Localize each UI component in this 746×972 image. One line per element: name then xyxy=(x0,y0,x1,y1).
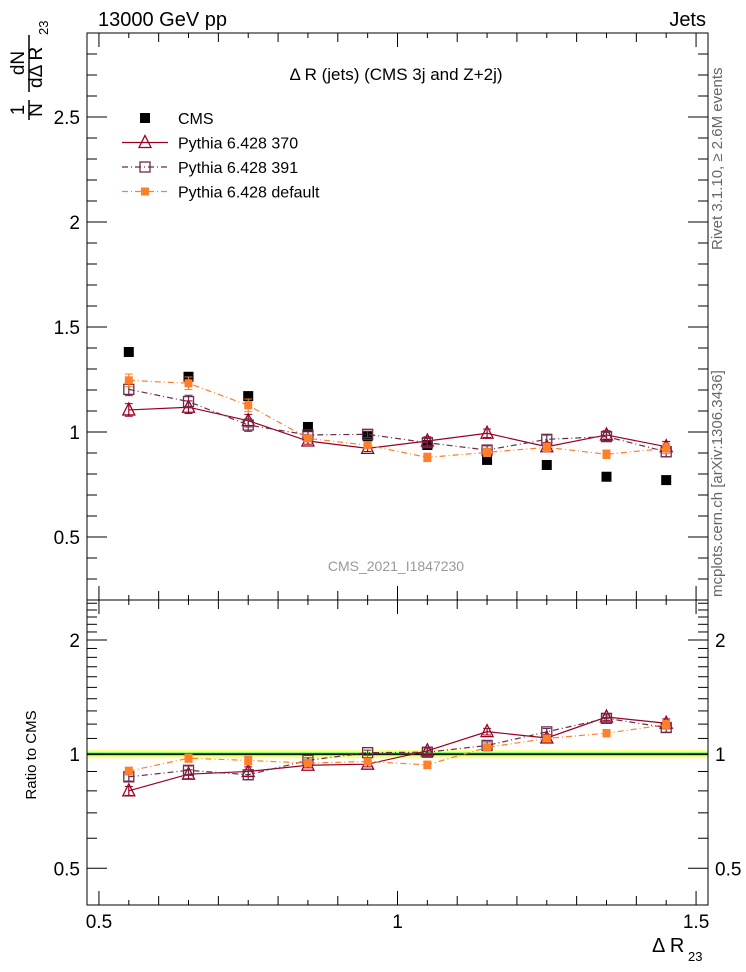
ratio-point-pythia-6-428-default xyxy=(423,760,432,769)
main-point-pythia-6-428-default xyxy=(662,444,671,453)
legend-label-pythia-6-428-391: Pythia 6.428 391 xyxy=(178,160,298,177)
chart-title: Δ R (jets) (CMS 3j and Z+2j) xyxy=(289,65,502,84)
main-point-pythia-6-428-default xyxy=(244,401,253,410)
legend-label-cms: CMS xyxy=(178,111,214,128)
ratio-y-tick-label: 0.5 xyxy=(54,859,80,880)
main-point-cms xyxy=(123,346,134,357)
xlabel-sub: 23 xyxy=(688,949,702,964)
ratio-line-pythia-6-428-391 xyxy=(128,717,667,778)
legend-marker-pythia-6-428-370 xyxy=(137,134,153,149)
main-point-pythia-6-428-391 xyxy=(182,395,195,408)
ratio-point-pythia-6-428-default xyxy=(303,759,312,768)
ratio-point-pythia-6-428-default xyxy=(244,756,253,765)
y-tick-label: 2.5 xyxy=(54,108,80,129)
ratio-point-pythia-6-428-370 xyxy=(480,723,495,738)
main-point-pythia-6-428-default xyxy=(423,453,432,462)
ylabel-sub: 23 xyxy=(36,21,51,35)
main-point-cms xyxy=(243,391,254,402)
ratio-point-pythia-6-428-default xyxy=(124,767,133,776)
main-point-pythia-6-428-default xyxy=(184,379,193,388)
ylabel-dr: dΔ R xyxy=(26,47,47,88)
x-tick-label: 0.5 xyxy=(86,912,112,933)
ratio-point-pythia-6-428-391 xyxy=(600,712,613,725)
ratio-y-tick-label-right: 2 xyxy=(715,631,726,652)
ratio-point-pythia-6-428-391 xyxy=(182,764,195,776)
main-point-pythia-6-428-default xyxy=(363,441,372,450)
x-tick-label: 1.5 xyxy=(683,912,709,933)
y-tick-label: 2 xyxy=(69,213,80,234)
mcplots-label: mcplots.cern.ch [arXiv:1306.3436] xyxy=(709,370,726,597)
ratio-point-pythia-6-428-391 xyxy=(242,769,254,781)
ratio-point-pythia-6-428-370 xyxy=(181,765,196,780)
rivet-label: Rivet 3.1.10, ≥ 2.6M events xyxy=(709,68,726,251)
ratio-line-pythia-6-428-default xyxy=(128,724,667,772)
ratio-point-pythia-6-428-391 xyxy=(421,746,434,758)
main-point-cms xyxy=(661,475,672,486)
analysis-watermark: CMS_2021_I1847230 xyxy=(328,558,464,574)
ratio-point-pythia-6-428-default xyxy=(483,743,492,752)
main-point-pythia-6-428-370 xyxy=(480,424,495,439)
header-left: 13000 GeV pp xyxy=(98,9,227,31)
legend-marker-pythia-6-428-default xyxy=(141,187,149,196)
ratio-point-pythia-6-428-default xyxy=(602,729,611,738)
y-axis-label: 1 N dN dΔ R 23 xyxy=(8,21,51,120)
x-axis-label: Δ R 23 xyxy=(652,935,702,964)
y-tick-label: 1 xyxy=(69,423,80,444)
ratio-point-pythia-6-428-370 xyxy=(121,782,136,797)
main-point-pythia-6-428-default xyxy=(303,434,312,443)
main-point-pythia-6-428-391 xyxy=(361,428,374,440)
main-point-pythia-6-428-default xyxy=(124,376,133,385)
main-point-cms xyxy=(601,471,612,482)
main-line-pythia-6-428-370 xyxy=(128,406,667,449)
main-point-pythia-6-428-default xyxy=(542,443,551,452)
ylabel-n: N xyxy=(26,103,47,117)
ratio-point-pythia-6-428-default xyxy=(542,734,551,743)
legend-marker-cms xyxy=(140,113,150,123)
y-tick-label: 1.5 xyxy=(54,318,80,339)
main-line-pythia-6-428-default xyxy=(128,379,667,459)
main-point-cms xyxy=(541,459,552,470)
main-point-pythia-6-428-391 xyxy=(421,437,434,449)
header-right: Jets xyxy=(669,9,706,31)
legend-label-pythia-6-428-370: Pythia 6.428 370 xyxy=(178,136,298,153)
y-tick-label: 0.5 xyxy=(54,528,80,549)
main-point-pythia-6-428-370 xyxy=(121,401,136,416)
main-point-pythia-6-428-default xyxy=(602,450,611,459)
ratio-ylabel: Ratio to CMS xyxy=(23,710,40,799)
xlabel-main: Δ R xyxy=(652,935,684,957)
ratio-point-pythia-6-428-default xyxy=(363,757,372,766)
main-point-cms xyxy=(482,454,493,465)
legend-label-pythia-6-428-default: Pythia 6.428 default xyxy=(178,185,320,202)
x-tick-label: 1 xyxy=(392,912,403,933)
ratio-y-tick-label-right: 1 xyxy=(715,745,726,766)
main-line-pythia-6-428-391 xyxy=(128,388,667,453)
ratio-line-pythia-6-428-370 xyxy=(128,716,667,792)
legend-marker-pythia-6-428-391 xyxy=(139,161,151,173)
ylabel-dn: dN xyxy=(8,51,29,75)
ratio-point-pythia-6-428-default xyxy=(184,754,193,763)
ratio-y-tick-label-right: 0.5 xyxy=(715,859,741,880)
ratio-y-tick-label: 2 xyxy=(69,631,80,652)
main-point-pythia-6-428-391 xyxy=(242,419,254,431)
ratio-y-tick-label: 1 xyxy=(69,745,80,766)
ylabel-one: 1 xyxy=(8,105,29,116)
main-point-pythia-6-428-391 xyxy=(600,430,613,443)
ratio-point-pythia-6-428-default xyxy=(662,720,671,729)
main-point-cms xyxy=(302,421,313,432)
main-point-pythia-6-428-default xyxy=(483,448,492,457)
